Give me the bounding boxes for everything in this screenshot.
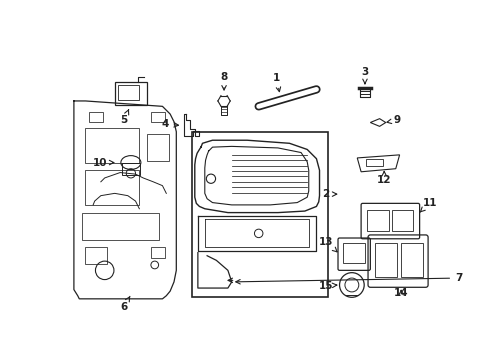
Text: 1: 1 [272, 73, 280, 92]
Bar [400, 243, 422, 277]
Text: 13: 13 [318, 237, 337, 252]
Text: 5: 5 [120, 110, 128, 125]
Bar [366, 210, 388, 231]
Text: 9: 9 [386, 115, 400, 125]
Bar [147, 134, 168, 161]
Text: 4: 4 [161, 119, 178, 129]
Bar [374, 243, 396, 277]
Text: 6: 6 [120, 296, 130, 311]
Bar [366, 159, 383, 166]
Text: 11: 11 [419, 198, 436, 212]
Text: 10: 10 [92, 158, 114, 167]
Text: 12: 12 [376, 171, 391, 185]
Text: 8: 8 [220, 72, 227, 90]
Bar [151, 112, 164, 122]
Bar [343, 243, 364, 264]
Bar [118, 85, 139, 100]
Text: 2: 2 [322, 189, 336, 199]
Bar [122, 163, 140, 175]
Bar [151, 247, 164, 258]
Bar [81, 213, 158, 239]
Bar [85, 247, 107, 264]
Bar [85, 128, 139, 163]
Bar [89, 112, 103, 122]
Bar [85, 170, 139, 205]
Bar [115, 82, 147, 105]
Bar [191, 132, 327, 297]
Text: 3: 3 [361, 67, 368, 84]
Text: 7: 7 [235, 273, 462, 284]
Text: 14: 14 [393, 288, 407, 298]
Text: 15: 15 [318, 281, 336, 291]
Bar [391, 210, 413, 231]
